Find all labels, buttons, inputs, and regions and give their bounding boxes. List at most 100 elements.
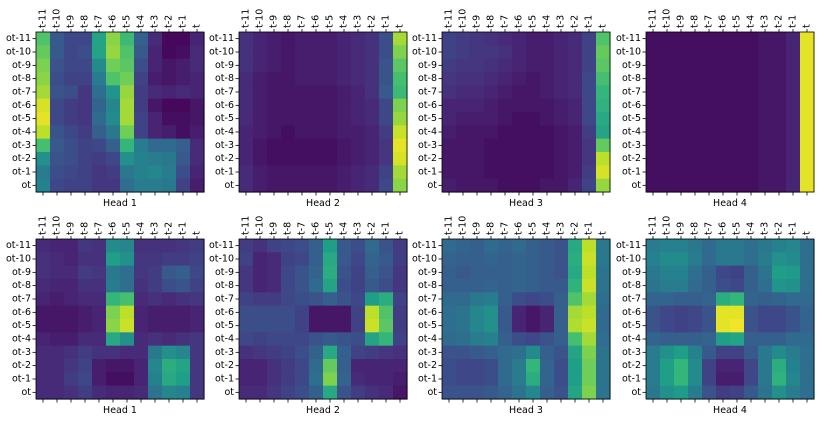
x-tick-label: t-11 bbox=[444, 9, 455, 28]
heatmap-cell bbox=[568, 178, 583, 193]
heatmap-cell bbox=[716, 292, 731, 307]
heatmap-cell bbox=[176, 152, 191, 166]
heatmap-cell bbox=[582, 372, 597, 387]
heatmap-cell bbox=[50, 32, 65, 46]
heatmap-cell bbox=[190, 292, 205, 307]
heatmap-cell bbox=[646, 265, 661, 280]
heatmap-cell bbox=[730, 305, 745, 320]
heatmap-cell bbox=[772, 252, 787, 267]
heatmap-cell bbox=[78, 345, 93, 360]
heatmap-cell bbox=[106, 359, 121, 373]
heatmap-cell bbox=[730, 98, 745, 113]
heatmap-cell bbox=[92, 152, 107, 166]
heatmap-cell bbox=[512, 152, 527, 166]
heatmap-cell bbox=[568, 138, 583, 153]
heatmap-cell bbox=[758, 178, 773, 193]
heatmap-cell bbox=[568, 32, 583, 46]
heatmap-cell bbox=[365, 85, 380, 100]
heatmap-cell bbox=[442, 32, 457, 46]
heatmap-cell bbox=[134, 45, 149, 60]
heatmap-cell bbox=[239, 292, 254, 307]
heatmap-cell bbox=[674, 58, 689, 73]
heatmap-cell bbox=[267, 332, 282, 347]
heatmap-cell bbox=[442, 58, 457, 73]
x-tick-label: t-9 bbox=[676, 222, 687, 235]
heatmap-cell bbox=[484, 265, 499, 280]
heatmap-frame bbox=[645, 31, 815, 193]
heatmap-cell bbox=[512, 72, 527, 86]
heatmap-cell bbox=[702, 58, 717, 73]
heatmap-cell bbox=[554, 58, 569, 73]
heatmap-cell bbox=[442, 178, 457, 193]
heatmap-cell bbox=[442, 239, 457, 253]
heatmap-cell bbox=[267, 292, 282, 307]
x-tick-label: t-2 bbox=[164, 15, 175, 28]
heatmap-cell bbox=[786, 58, 801, 73]
heatmap-cell bbox=[512, 112, 527, 126]
heatmap-cell bbox=[253, 265, 268, 280]
heatmap-cell bbox=[281, 292, 296, 307]
heatmap-cell bbox=[442, 345, 457, 360]
y-tick-label: ot-3 bbox=[215, 140, 234, 151]
heatmap-cell bbox=[295, 292, 310, 307]
heatmap-cell bbox=[393, 332, 408, 347]
heatmap-cell bbox=[365, 125, 380, 140]
x-axis-label: Head 3 bbox=[509, 405, 543, 416]
heatmap-cell bbox=[554, 125, 569, 140]
heatmap-cell bbox=[78, 372, 93, 387]
heatmap-cell bbox=[267, 265, 282, 280]
heatmap-cell bbox=[309, 58, 324, 73]
heatmap-cell bbox=[456, 138, 471, 153]
heatmap-cell bbox=[540, 45, 555, 60]
heatmap-cell bbox=[267, 305, 282, 320]
heatmap-cell bbox=[646, 45, 661, 60]
heatmap-cell bbox=[526, 265, 541, 280]
heatmap-cell bbox=[64, 359, 79, 373]
heatmap-cell bbox=[498, 85, 513, 100]
heatmap-cell bbox=[568, 292, 583, 307]
heatmap-cell bbox=[540, 98, 555, 113]
heatmap-cell bbox=[744, 279, 759, 293]
heatmap-cell bbox=[253, 85, 268, 100]
heatmap-cell bbox=[484, 178, 499, 193]
heatmap-cell bbox=[526, 45, 541, 60]
heatmap-cell bbox=[442, 319, 457, 333]
heatmap-cell bbox=[379, 85, 394, 100]
heatmap-cell bbox=[323, 252, 338, 267]
heatmap-cell bbox=[730, 372, 745, 387]
heatmap-cell bbox=[295, 239, 310, 253]
heatmap-cell bbox=[596, 385, 611, 400]
heatmap-cell bbox=[730, 45, 745, 60]
y-tick-label: ot-8 bbox=[418, 280, 437, 291]
heatmap-cell bbox=[323, 279, 338, 293]
heatmap-cell bbox=[239, 359, 254, 373]
heatmap-cell bbox=[351, 32, 366, 46]
heatmap-cell bbox=[309, 239, 324, 253]
heatmap-cell bbox=[646, 112, 661, 126]
y-tick-label: ot-3 bbox=[12, 347, 31, 358]
heatmap-cell bbox=[674, 319, 689, 333]
heatmap-cell bbox=[526, 32, 541, 46]
heatmap-cell bbox=[526, 72, 541, 86]
heatmap-cell bbox=[351, 372, 366, 387]
heatmap-cell bbox=[554, 385, 569, 400]
heatmap-cell bbox=[730, 359, 745, 373]
heatmap-cell bbox=[50, 359, 65, 373]
heatmap-cell bbox=[716, 32, 731, 46]
x-tick-label: t-3 bbox=[353, 222, 364, 235]
heatmap-cell bbox=[295, 45, 310, 60]
heatmap-cell bbox=[162, 85, 177, 100]
heatmap-cell bbox=[758, 98, 773, 113]
heatmap-cell bbox=[702, 152, 717, 166]
x-tick-label: t-7 bbox=[500, 15, 511, 28]
heatmap-cell bbox=[281, 85, 296, 100]
x-tick-label: t-11 bbox=[648, 9, 659, 28]
heatmap-cell bbox=[295, 112, 310, 126]
heatmap-cell bbox=[786, 359, 801, 373]
heatmap-cell bbox=[148, 58, 163, 73]
heatmap-cell bbox=[646, 305, 661, 320]
heatmap-cell bbox=[281, 239, 296, 253]
heatmap-cell bbox=[351, 332, 366, 347]
heatmap-cell bbox=[36, 112, 51, 126]
heatmap-cell bbox=[323, 125, 338, 140]
